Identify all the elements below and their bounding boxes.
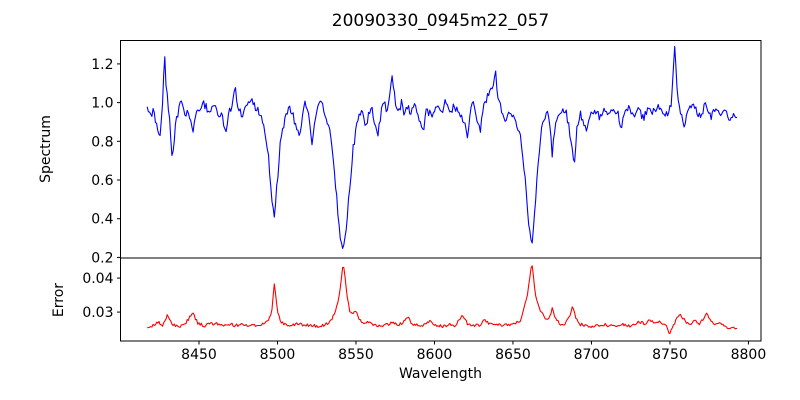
- spectrum-panel: 0.2 0.4 0.6 0.8 1.0 1.2: [91, 40, 762, 266]
- y-tick-label: 0.2: [91, 250, 113, 266]
- spectrum-y-axis-label: Spectrum: [38, 115, 54, 183]
- x-tick-label: 8500: [260, 347, 296, 363]
- y-tick-label: 0.8: [91, 134, 113, 150]
- y-tick-label: 0.03: [82, 305, 113, 321]
- x-tick-label: 8550: [338, 347, 374, 363]
- error-y-ticks: 0.03 0.04: [82, 271, 121, 321]
- x-tick-label: 8800: [731, 347, 767, 363]
- error-panel: 0.03 0.04: [82, 257, 762, 342]
- y-tick-label: 0.04: [82, 271, 113, 287]
- spectrum-y-ticks: 0.2 0.4 0.6 0.8 1.0 1.2: [91, 57, 121, 266]
- error-y-axis-label: Error: [51, 282, 67, 318]
- x-tick-label: 8650: [495, 347, 531, 363]
- x-axis-label: Wavelength: [398, 366, 483, 382]
- y-tick-label: 0.6: [91, 173, 113, 189]
- x-tick-label: 8600: [417, 347, 453, 363]
- spectrum-panel-spine: [120, 40, 762, 259]
- x-tick-label: 8450: [181, 347, 217, 363]
- error-line: [147, 265, 738, 335]
- y-tick-label: 0.4: [91, 212, 113, 228]
- x-axis-ticks: 8450 8500 8550 8600 8650 8700 8750 8800: [181, 341, 766, 363]
- x-tick-label: 8700: [574, 347, 610, 363]
- plot-title: 20090330_0945m22_057: [331, 11, 550, 31]
- y-tick-label: 1.0: [91, 96, 113, 112]
- spectrum-line: [146, 45, 738, 249]
- y-tick-label: 1.2: [91, 57, 113, 73]
- error-panel-spine: [120, 257, 762, 342]
- x-tick-label: 8750: [652, 347, 688, 363]
